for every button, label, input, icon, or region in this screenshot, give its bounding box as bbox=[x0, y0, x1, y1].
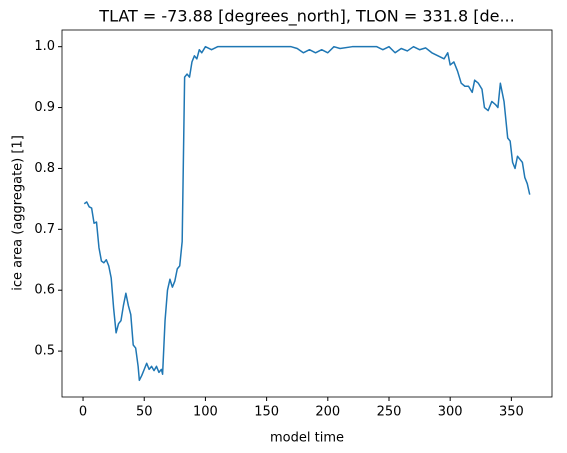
x-axis-label: model time bbox=[270, 431, 344, 446]
y-axis-label: ice area (aggregate) [1] bbox=[11, 135, 26, 291]
x-tick-label: 150 bbox=[254, 405, 279, 420]
x-tick-label: 100 bbox=[193, 405, 218, 420]
y-tick-label: 0.9 bbox=[34, 100, 55, 115]
x-tick-label: 350 bbox=[499, 405, 524, 420]
x-tick-label: 200 bbox=[315, 405, 340, 420]
plot-frame bbox=[61, 29, 553, 398]
x-tick-label: 0 bbox=[79, 405, 87, 420]
data-line bbox=[83, 45, 531, 382]
chart-title: TLAT = -73.88 [degrees_north], TLON = 33… bbox=[98, 7, 514, 27]
y-tick-label: 0.5 bbox=[34, 344, 55, 359]
y-tick-label: 0.8 bbox=[34, 161, 55, 176]
x-tick-label: 50 bbox=[136, 405, 153, 420]
y-tick-label: 1.0 bbox=[34, 39, 55, 54]
y-tick-label: 0.7 bbox=[34, 222, 55, 237]
x-tick-label: 250 bbox=[377, 405, 402, 420]
x-tick-label: 300 bbox=[438, 405, 463, 420]
y-tick-label: 0.6 bbox=[34, 283, 55, 298]
